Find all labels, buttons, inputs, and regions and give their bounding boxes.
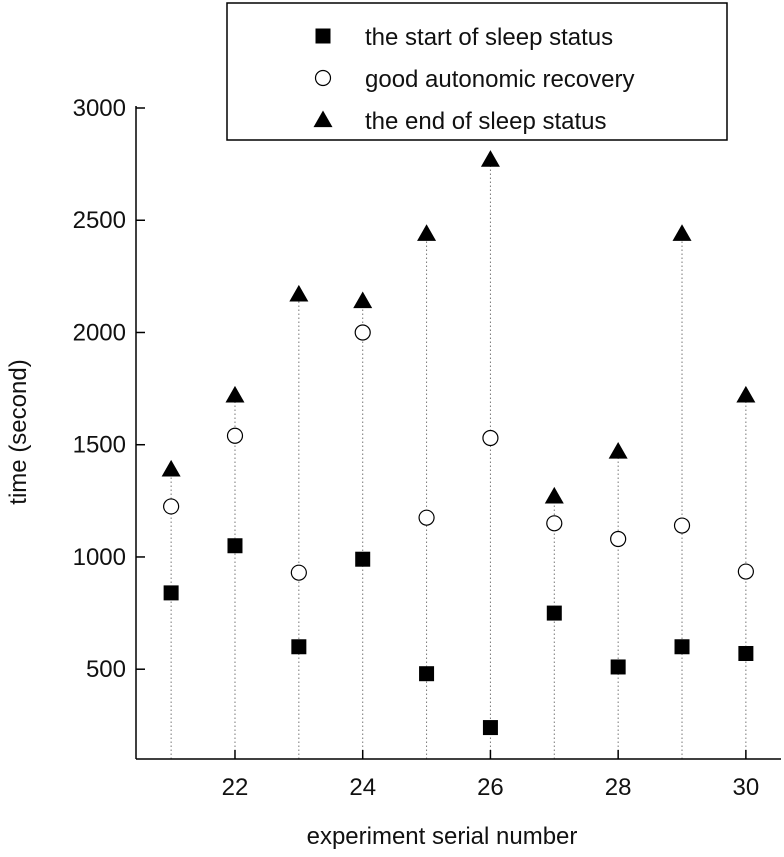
data-marks [161, 150, 756, 736]
start-of-sleep-point [546, 605, 562, 621]
end-of-sleep-point [736, 385, 756, 403]
start-of-sleep-point [355, 551, 371, 567]
end-of-sleep-point [417, 224, 437, 241]
end-of-sleep-point [161, 459, 181, 477]
autonomic-recovery-point [418, 509, 435, 526]
x-tick-label: 30 [733, 774, 760, 801]
start-of-sleep-point [610, 659, 626, 675]
y-tick-label: 1000 [73, 544, 126, 571]
end-of-sleep-point [225, 385, 245, 403]
y-tick-label: 500 [86, 656, 126, 683]
autonomic-recovery-point [226, 427, 244, 444]
end-of-sleep-point [480, 150, 500, 167]
start-of-sleep-point [674, 639, 690, 655]
y-axis-label: time (second) [5, 359, 32, 504]
start-of-sleep-point [419, 666, 435, 682]
y-tick-label: 2000 [73, 319, 126, 346]
start-of-sleep-point [738, 645, 754, 661]
autonomic-recovery-point [354, 324, 371, 341]
open-circle-icon [314, 69, 332, 87]
end-of-sleep-point [672, 224, 692, 241]
x-tick-label: 24 [349, 774, 376, 801]
legend-label: good autonomic recovery [365, 66, 634, 93]
legend-box [226, 2, 728, 141]
start-of-sleep-point [227, 538, 243, 554]
autonomic-recovery-point [673, 517, 691, 534]
end-of-sleep-point [353, 291, 373, 309]
y-tick-label: 3000 [73, 95, 126, 122]
autonomic-recovery-point [163, 498, 180, 515]
autonomic-recovery-point [610, 530, 627, 548]
axes: 500 1000 1500 2000 2500 3000 22 24 26 28 30 [73, 95, 781, 801]
legend: the start of sleep status good autonomic … [226, 2, 728, 141]
autonomic-recovery-point [737, 563, 754, 580]
y-tick-label: 1500 [73, 432, 126, 459]
start-of-sleep-point [291, 639, 307, 655]
start-of-sleep-point [482, 720, 498, 736]
filled-triangle-icon [313, 110, 333, 128]
autonomic-recovery-point [482, 429, 499, 447]
x-tick-label: 26 [477, 774, 504, 801]
legend-label: the end of sleep status [365, 108, 607, 135]
legend-label: the start of sleep status [365, 24, 613, 51]
end-of-sleep-point [544, 486, 564, 504]
x-tick-label: 22 [222, 774, 249, 801]
start-of-sleep-point [163, 585, 179, 601]
autonomic-recovery-point [290, 564, 307, 581]
y-tick-label: 2500 [73, 207, 126, 234]
autonomic-recovery-point [546, 515, 563, 532]
x-tick-label: 28 [605, 774, 632, 801]
end-of-sleep-point [608, 441, 628, 459]
drop-lines [170, 159, 747, 759]
end-of-sleep-point [289, 284, 309, 302]
filled-square-icon [315, 28, 331, 44]
x-axis-label: experiment serial number [307, 823, 578, 850]
